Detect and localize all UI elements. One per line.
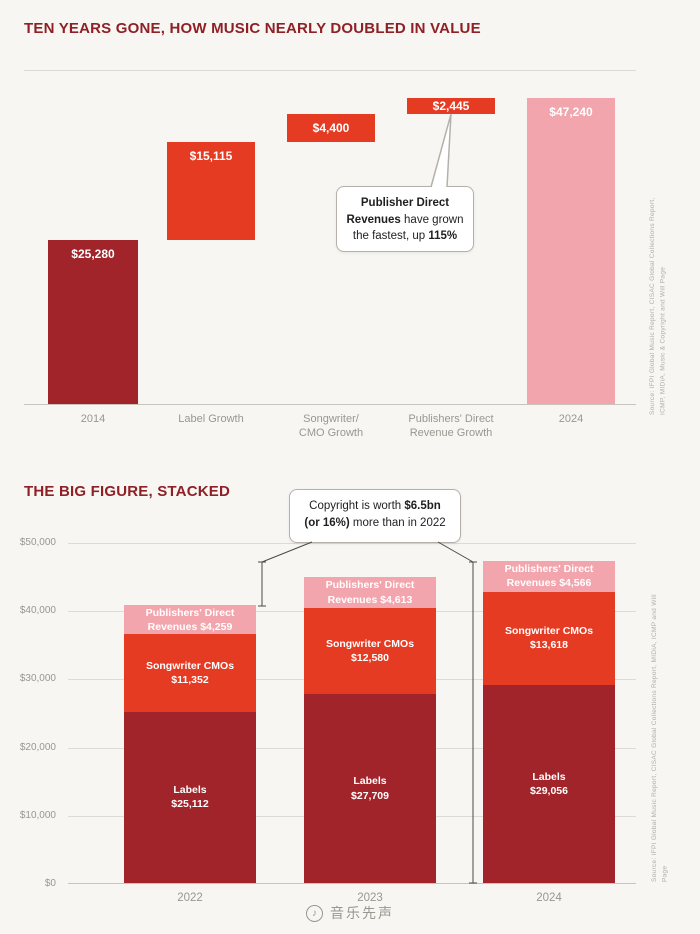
segment-label: Publishers' Direct Revenues $4,566	[504, 563, 594, 590]
bar-value-label: $4,400	[312, 121, 350, 136]
bar-value-label: $47,240	[549, 105, 593, 119]
gridline	[68, 543, 636, 544]
y-axis-label: $0	[44, 878, 56, 889]
waterfall-bar-3: $2,445	[407, 98, 495, 114]
chart2-title: THE BIG FIGURE, STACKED	[24, 483, 230, 500]
waterfall-bar-4: $47,240	[527, 98, 615, 404]
stack-segment-2-2023: Publishers' Direct Revenues $4,613	[304, 576, 436, 609]
waterfall-bar-0: $25,280	[48, 240, 138, 404]
x-axis-label: 2022	[177, 892, 203, 904]
segment-label: Songwriter CMOs $13,618	[504, 625, 594, 652]
bar-value-label: $25,280	[71, 247, 115, 262]
bar-value-label: $2,445	[432, 98, 470, 113]
stack-segment-1-2022: Songwriter CMOs $11,352	[124, 634, 256, 712]
y-axis-label: $40,000	[19, 605, 56, 617]
x-axis-label: 2023	[357, 892, 383, 904]
bar-value-label: $15,115	[189, 149, 233, 164]
segment-label: Publishers' Direct Revenues $4,259	[145, 606, 235, 633]
x-axis-label: 2024	[558, 413, 584, 425]
watermark-logo-icon: ♪	[306, 904, 323, 922]
waterfall-bar-1: $15,115	[167, 142, 255, 241]
y-axis-label: $50,000	[19, 537, 56, 548]
y-axis-label: $20,000	[19, 741, 56, 753]
waterfall-x-axis: 2014 Label Growth Songwriter/ CMO Growth Pu…	[24, 412, 636, 448]
chart1-title: TEN YEARS GONE, HOW MUSIC NEARLY DOUBLED…	[24, 20, 481, 37]
stack-segment-0-2023: Labels $27,709	[304, 694, 436, 883]
stack-segment-2-2022: Publishers' Direct Revenues $4,259	[124, 605, 256, 635]
callout-publisher-direct: Publisher Direct Revenues have grown the f…	[336, 186, 474, 252]
stacked-y-axis: $0 $10,000 $20,000 $30,000 $40,000 $50,000	[0, 537, 60, 890]
stacked-x-axis: 2022 2023 2024	[68, 891, 636, 911]
waterfall-plot: $25,280 $15,115 $4,400 $2,445 $47,240	[24, 70, 636, 405]
segment-label: Publishers' Direct Revenues $4,613	[325, 579, 415, 606]
callout-copyright-worth: Copyright is worth $6.5bn (or 16%) more t…	[289, 489, 461, 543]
x-axis-label: 2014	[80, 413, 106, 425]
x-axis-label: Songwriter/ CMO Growth	[298, 413, 364, 440]
segment-label: Labels $25,112	[171, 784, 209, 811]
y-axis-label: $10,000	[19, 809, 56, 821]
source-note-chart2: Source: IFPI Global Music Report, CISAC …	[651, 594, 669, 882]
segment-label: Labels $27,709	[351, 775, 389, 802]
segment-label: Songwriter CMOs $12,580	[325, 637, 415, 665]
x-axis-label: Publishers' Direct Revenue Growth	[408, 413, 494, 440]
stack-segment-0-2022: Labels $25,112	[124, 711, 256, 883]
watermark-text: 音乐先声	[330, 905, 394, 921]
segment-label: Labels $29,056	[530, 770, 568, 797]
stack-segment-1-2024: Songwriter CMOs $13,618	[483, 591, 615, 685]
stack-segment-2-2024: Publishers' Direct Revenues $4,566	[483, 560, 615, 592]
stacked-plot: Labels $25,112 Songwriter CMOs $11,352 Publi…	[68, 538, 636, 884]
x-axis-label: 2024	[536, 892, 562, 904]
source-note-chart1: Source: IFPI Global Music Report, CISAC …	[649, 197, 667, 415]
watermark: ♪ 音乐先声	[0, 903, 700, 923]
stack-segment-1-2023: Songwriter CMOs $12,580	[304, 608, 436, 695]
y-axis-label: $30,000	[19, 673, 56, 685]
waterfall-bar-2: $4,400	[287, 113, 375, 143]
x-axis-label: Label Growth	[178, 413, 244, 425]
segment-label: Songwriter CMOs $11,352	[145, 659, 235, 687]
stack-segment-0-2024: Labels $29,056	[483, 684, 615, 883]
